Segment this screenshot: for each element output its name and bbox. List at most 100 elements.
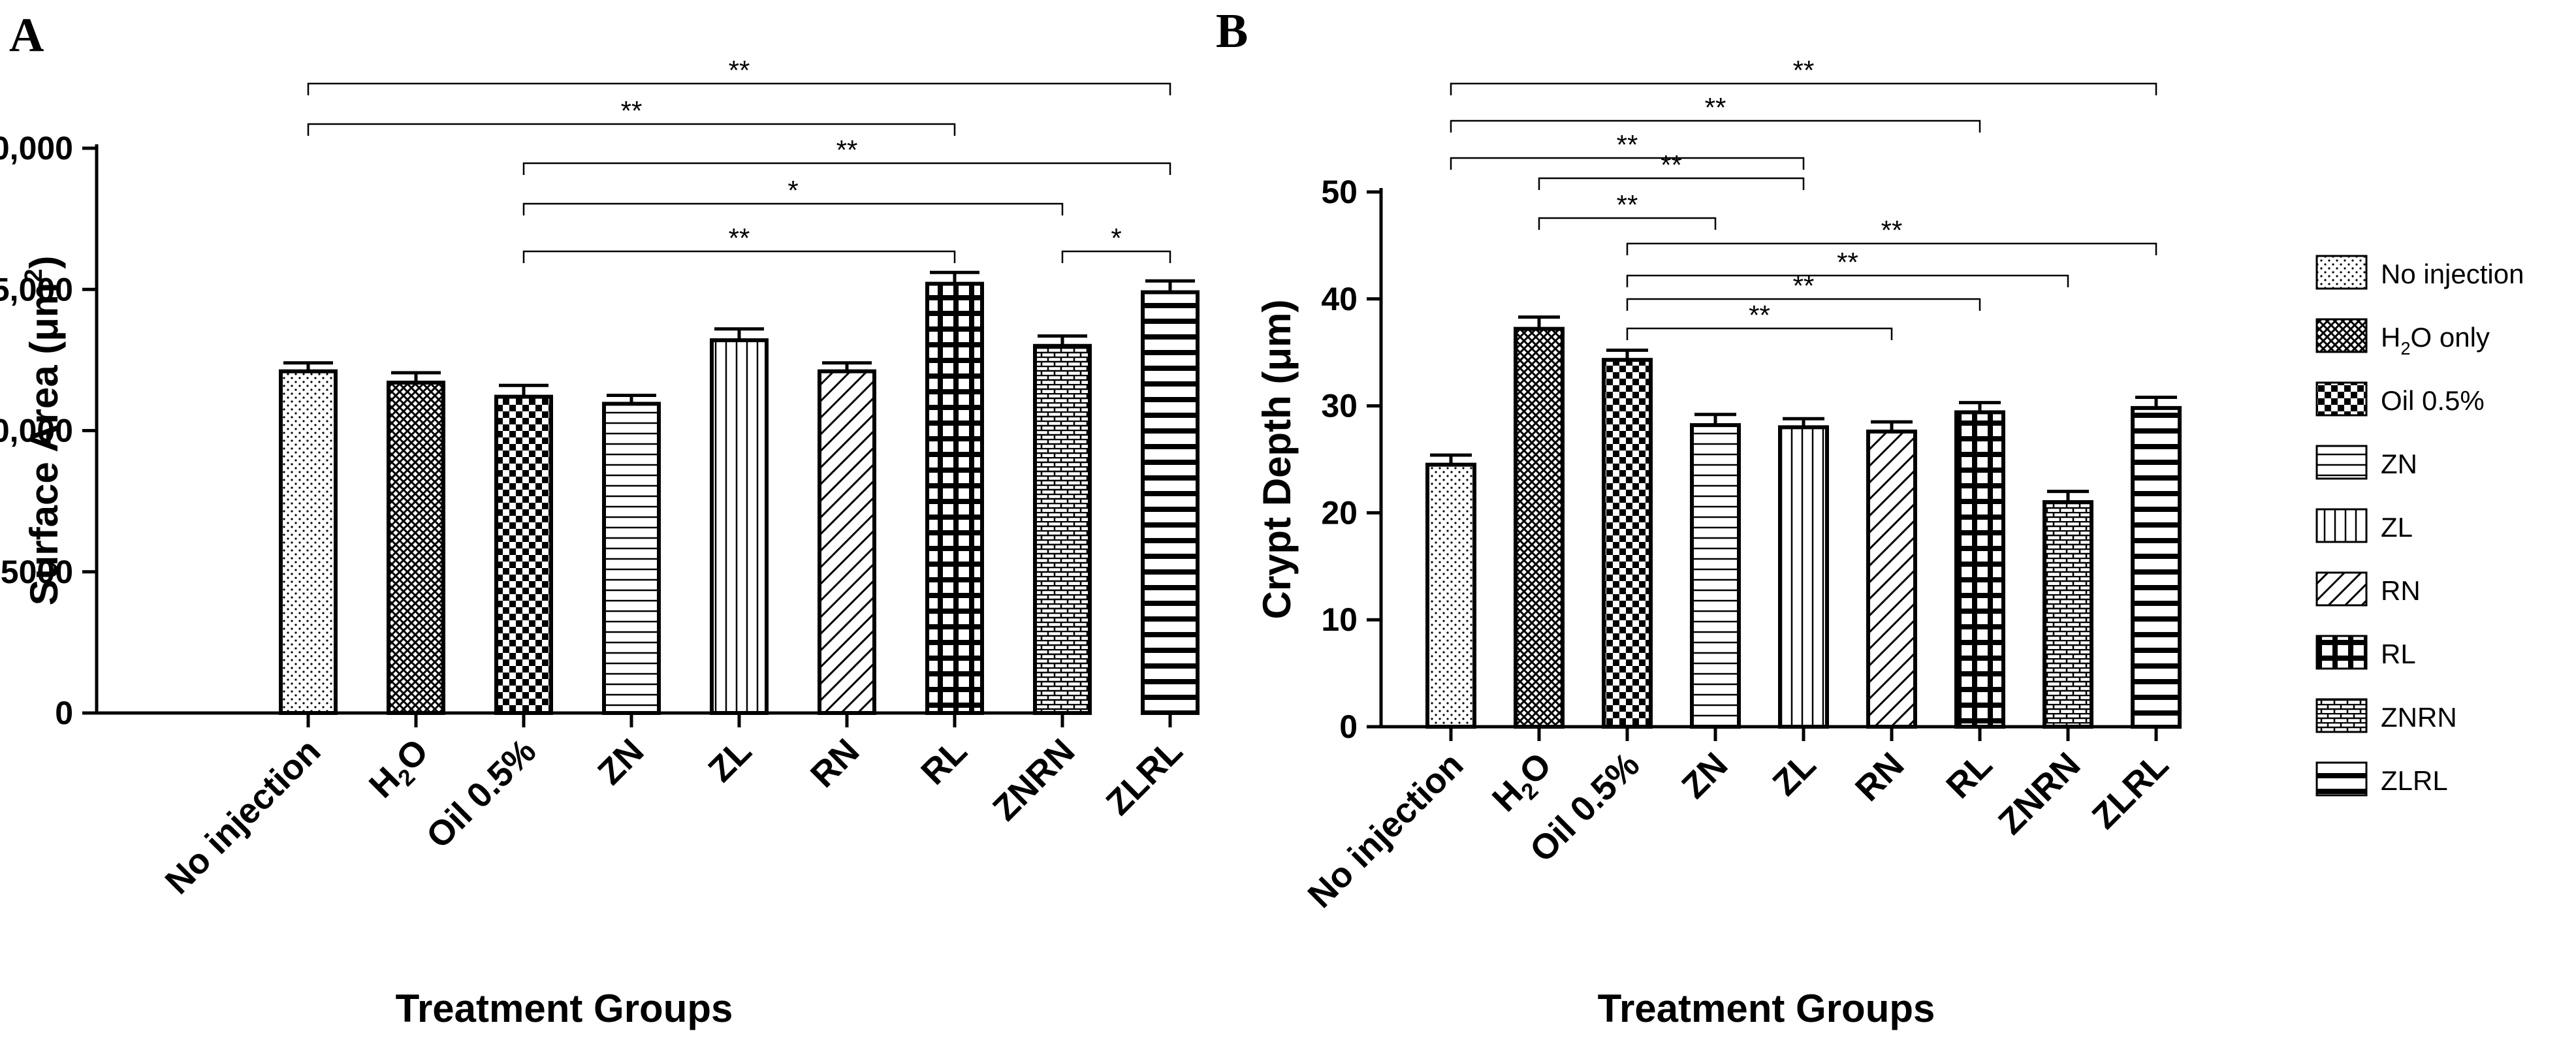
x-tick-label: Oil 0.5% (419, 731, 544, 856)
x-tick-label: No injection (1301, 745, 1471, 915)
bar (2131, 405, 2182, 729)
bar (279, 369, 338, 715)
significance-label: ** (1661, 150, 1682, 180)
legend-entry: RL (2381, 639, 2416, 669)
significance-bracket (1538, 177, 1805, 190)
significance-label: ** (729, 55, 750, 86)
x-tick-label: H2O (362, 731, 439, 809)
significance-bracket (1061, 250, 1171, 263)
legend-entry: ZNRN (2381, 702, 2457, 733)
legend-swatch (2315, 635, 2368, 670)
legend-swatch (2315, 445, 2368, 480)
legend: No injection H2O only Oil 0.5% ZN ZL RN RL ZNRN… (2315, 255, 2524, 797)
panel-letter-a: A (9, 8, 44, 62)
bar (925, 281, 984, 716)
significance-label: ** (1793, 55, 1815, 86)
y-tick-label: 0 (1339, 708, 1358, 745)
bar (2043, 500, 2093, 729)
significance-bracket (1626, 298, 1981, 311)
x-tick-label: ZNRN (985, 731, 1082, 828)
bar (1425, 462, 1476, 729)
x-tick-label: RN (1848, 745, 1912, 809)
significance-label: ** (1881, 215, 1903, 246)
x-tick-label: H2O (1485, 745, 1563, 823)
y-tick-label: 10 (1321, 601, 1358, 638)
significance-label: ** (836, 135, 858, 165)
significance-label: ** (1617, 129, 1638, 160)
chart-panel-a: 0 5000 10,000 15,000 20,000 Surface Area (μm2… (0, 55, 1200, 1030)
significance-bracket (522, 162, 1171, 175)
bar (1602, 358, 1653, 729)
x-tick-label: ZNRN (1991, 745, 2088, 842)
significance-label: * (1111, 223, 1121, 253)
x-tick-label: No injection (158, 731, 328, 902)
x-tick-label: RN (803, 731, 867, 795)
significance-bracket (1538, 217, 1717, 230)
bar (1954, 410, 2005, 729)
y-tick-label: 20,000 (0, 130, 73, 166)
y-tick-label: 5000 (1, 554, 73, 590)
bar (387, 380, 445, 715)
significance-label: ** (621, 95, 643, 126)
y-axis-title: Surface Area (μm2) (20, 256, 66, 606)
significance-bracket (307, 123, 956, 136)
significance-bracket (1626, 274, 2069, 287)
legend-entry: RN (2381, 575, 2421, 606)
significance-bracket (1626, 242, 2157, 255)
bar (1778, 425, 1829, 729)
x-tick-label: ZN (590, 731, 651, 792)
significance-label: ** (1705, 92, 1726, 123)
significance-bracket (522, 202, 1064, 215)
bar (1690, 423, 1741, 729)
panel-letter-b: B (1216, 5, 1248, 58)
legend-entry: Oil 0.5% (2381, 385, 2485, 416)
significance-label: ** (1617, 189, 1638, 220)
bar (1514, 326, 1565, 729)
legend-swatch (2315, 508, 2368, 543)
x-tick-label: RL (914, 731, 974, 792)
significance-bracket (307, 82, 1171, 95)
significance-bracket (1626, 327, 1893, 340)
legend-entry: ZLRL (2381, 765, 2448, 796)
legend-swatch (2315, 381, 2368, 417)
y-tick-label: 10,000 (0, 413, 73, 449)
y-tick-label: 15,000 (0, 271, 73, 308)
y-tick-label: 40 (1321, 281, 1358, 317)
bar (1141, 290, 1200, 715)
x-axis-title: Treatment Groups (396, 987, 733, 1030)
x-tick-label: ZN (1674, 745, 1735, 806)
significance-label: ** (1837, 247, 1858, 277)
chart-panel-b: 0 10 20 30 40 50 Crypt Depth (μm) Treatment Gro… (1255, 55, 2182, 1030)
legend-entry: H2O only (2381, 322, 2490, 358)
legend-entry: No injection (2381, 259, 2524, 289)
legend-entry: ZL (2381, 512, 2413, 543)
y-tick-label: 0 (55, 695, 73, 731)
bar (602, 402, 661, 715)
significance-bracket (1450, 119, 1981, 133)
y-axis-title: Crypt Depth (μm) (1255, 299, 1299, 619)
bar (1033, 343, 1092, 715)
y-tick-label: 30 (1321, 388, 1358, 424)
y-tick-label: 50 (1321, 174, 1358, 210)
x-tick-label: ZL (1765, 745, 1823, 803)
legend-swatch (2315, 571, 2368, 607)
significance-label: * (787, 175, 798, 206)
x-tick-label: ZLRL (1099, 731, 1190, 823)
legend-swatch (2315, 255, 2368, 290)
x-tick-label: RL (1939, 745, 1999, 806)
legend-swatch (2315, 318, 2368, 353)
legend-swatch (2315, 761, 2368, 797)
legend-entry: ZN (2381, 449, 2417, 479)
y-tick-label: 20 (1321, 494, 1358, 531)
x-tick-label: ZL (701, 731, 759, 789)
significance-bracket (1450, 82, 2157, 95)
bar (710, 338, 769, 715)
bar (494, 394, 553, 715)
significance-bracket (522, 250, 956, 263)
legend-swatch (2315, 698, 2368, 733)
significance-bracket (1450, 157, 1805, 170)
significance-label: ** (729, 223, 750, 253)
bar (1866, 429, 1917, 729)
x-axis-title: Treatment Groups (1598, 987, 1935, 1030)
